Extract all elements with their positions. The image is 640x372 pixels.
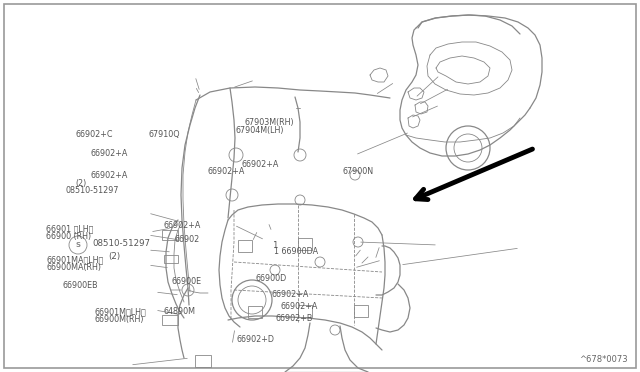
Text: 66901 〈LH〉: 66901 〈LH〉: [46, 224, 93, 233]
Text: 08510-51297: 08510-51297: [92, 240, 150, 248]
Text: 66902+A: 66902+A: [91, 149, 128, 158]
Text: 66901M〈LH〉: 66901M〈LH〉: [95, 307, 147, 316]
Text: 66900M(RH): 66900M(RH): [95, 315, 144, 324]
Bar: [298, 305, 312, 317]
Text: (2): (2): [108, 253, 120, 262]
Text: 67910Q: 67910Q: [148, 130, 180, 139]
Text: ^678*0073: ^678*0073: [579, 355, 628, 364]
Text: 66902+D: 66902+D: [237, 335, 275, 344]
Text: 66902+A: 66902+A: [163, 221, 200, 230]
Bar: [162, 315, 178, 325]
Bar: [195, 355, 211, 367]
Text: 66902+A: 66902+A: [242, 160, 279, 169]
Text: 66902+A: 66902+A: [91, 171, 128, 180]
Bar: [238, 240, 252, 252]
Bar: [248, 306, 262, 318]
Text: 08510-51297: 08510-51297: [65, 186, 119, 195]
Text: (2): (2): [76, 179, 87, 187]
Text: 66900EB: 66900EB: [63, 281, 99, 290]
Text: 1: 1: [272, 241, 278, 250]
Text: 66900MA(RH): 66900MA(RH): [46, 263, 101, 272]
Text: 67903M(RH): 67903M(RH): [244, 118, 294, 126]
Bar: [298, 238, 312, 250]
Text: 66902+B: 66902+B: [275, 314, 312, 323]
Text: 67904M(LH): 67904M(LH): [236, 126, 284, 135]
Text: 66902: 66902: [174, 235, 199, 244]
Bar: [354, 305, 368, 317]
Text: 66900D: 66900D: [256, 274, 287, 283]
Text: 66902+C: 66902+C: [76, 130, 113, 139]
Text: 66900 (RH): 66900 (RH): [46, 232, 92, 241]
Text: 66902+A: 66902+A: [272, 290, 309, 299]
Text: 1 66900DA: 1 66900DA: [274, 247, 318, 256]
Text: 66902+A: 66902+A: [208, 167, 245, 176]
Text: 66902+A: 66902+A: [280, 302, 317, 311]
Bar: [164, 255, 178, 263]
Text: 64890M: 64890M: [163, 307, 195, 316]
Bar: [162, 230, 178, 240]
Text: 66900E: 66900E: [172, 278, 202, 286]
Text: 66901MA〈LH〉: 66901MA〈LH〉: [46, 255, 103, 264]
Text: 67900N: 67900N: [342, 167, 374, 176]
Text: S: S: [76, 242, 81, 248]
